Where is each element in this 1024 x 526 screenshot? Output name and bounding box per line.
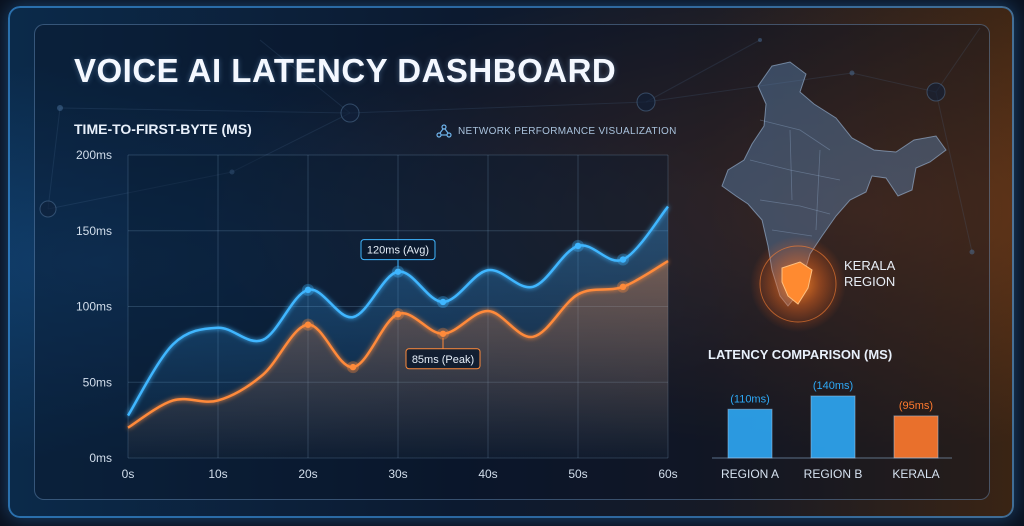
x-tick-label: 30s (388, 467, 407, 481)
bar-category-label: REGION A (721, 467, 779, 481)
y-tick-label: 0ms (89, 451, 112, 465)
bar (727, 408, 773, 459)
bar (810, 395, 856, 459)
data-point (439, 330, 447, 337)
annotation-box (405, 348, 481, 370)
dashboard-title: VOICE AI LATENCY DASHBOARD (74, 52, 617, 89)
y-tick-label: 200ms (76, 148, 112, 162)
x-tick-label: 60s (658, 467, 677, 481)
network-node-icon (340, 103, 360, 123)
network-icon (436, 124, 452, 138)
x-tick-label: 0s (122, 467, 135, 481)
bar-value-label: (110ms) (730, 393, 770, 405)
y-tick-label: 50ms (83, 375, 112, 389)
x-tick-label: 10s (208, 467, 227, 481)
network-node-icon (39, 200, 57, 218)
comparison-title: LATENCY COMPARISON (MS) (708, 347, 893, 362)
region-label-line2: REGION (844, 274, 896, 289)
x-tick-label: 20s (298, 467, 317, 481)
region-label-line1: KERALA (844, 258, 896, 273)
x-tick-label: 50s (568, 467, 587, 481)
annotation-box (360, 239, 436, 261)
network-node-icon (636, 92, 656, 112)
data-point (304, 286, 312, 294)
bar-value-label: (95ms) (899, 400, 933, 412)
data-point (394, 310, 402, 318)
data-point (574, 242, 582, 250)
bar-category-label: REGION B (804, 467, 863, 481)
annotation-label: 120ms (Avg) (367, 245, 429, 257)
data-point (304, 321, 312, 328)
network-label-text: NETWORK PERFORMANCE VISUALIZATION (458, 125, 677, 137)
y-tick-label: 150ms (76, 224, 112, 238)
bar (893, 415, 939, 459)
data-point (439, 298, 447, 306)
kerala-region-label: KERALA REGION (844, 258, 895, 290)
network-label: NETWORK PERFORMANCE VISUALIZATION (436, 124, 677, 138)
series-area (128, 261, 668, 458)
annotation-label: 85ms (Peak) (412, 354, 474, 366)
chart-title: TIME-TO-FIRST-BYTE (MS) (74, 121, 252, 137)
bar-value-label: (140ms) (813, 380, 853, 392)
data-point (619, 256, 627, 263)
bar-category-label: KERALA (892, 467, 939, 481)
network-node-icon (926, 82, 946, 102)
y-tick-label: 100ms (76, 300, 112, 314)
data-point (619, 283, 627, 291)
x-tick-label: 40s (478, 467, 497, 481)
data-point (349, 363, 357, 371)
kerala-region-shape (781, 261, 813, 305)
data-point (394, 268, 402, 275)
